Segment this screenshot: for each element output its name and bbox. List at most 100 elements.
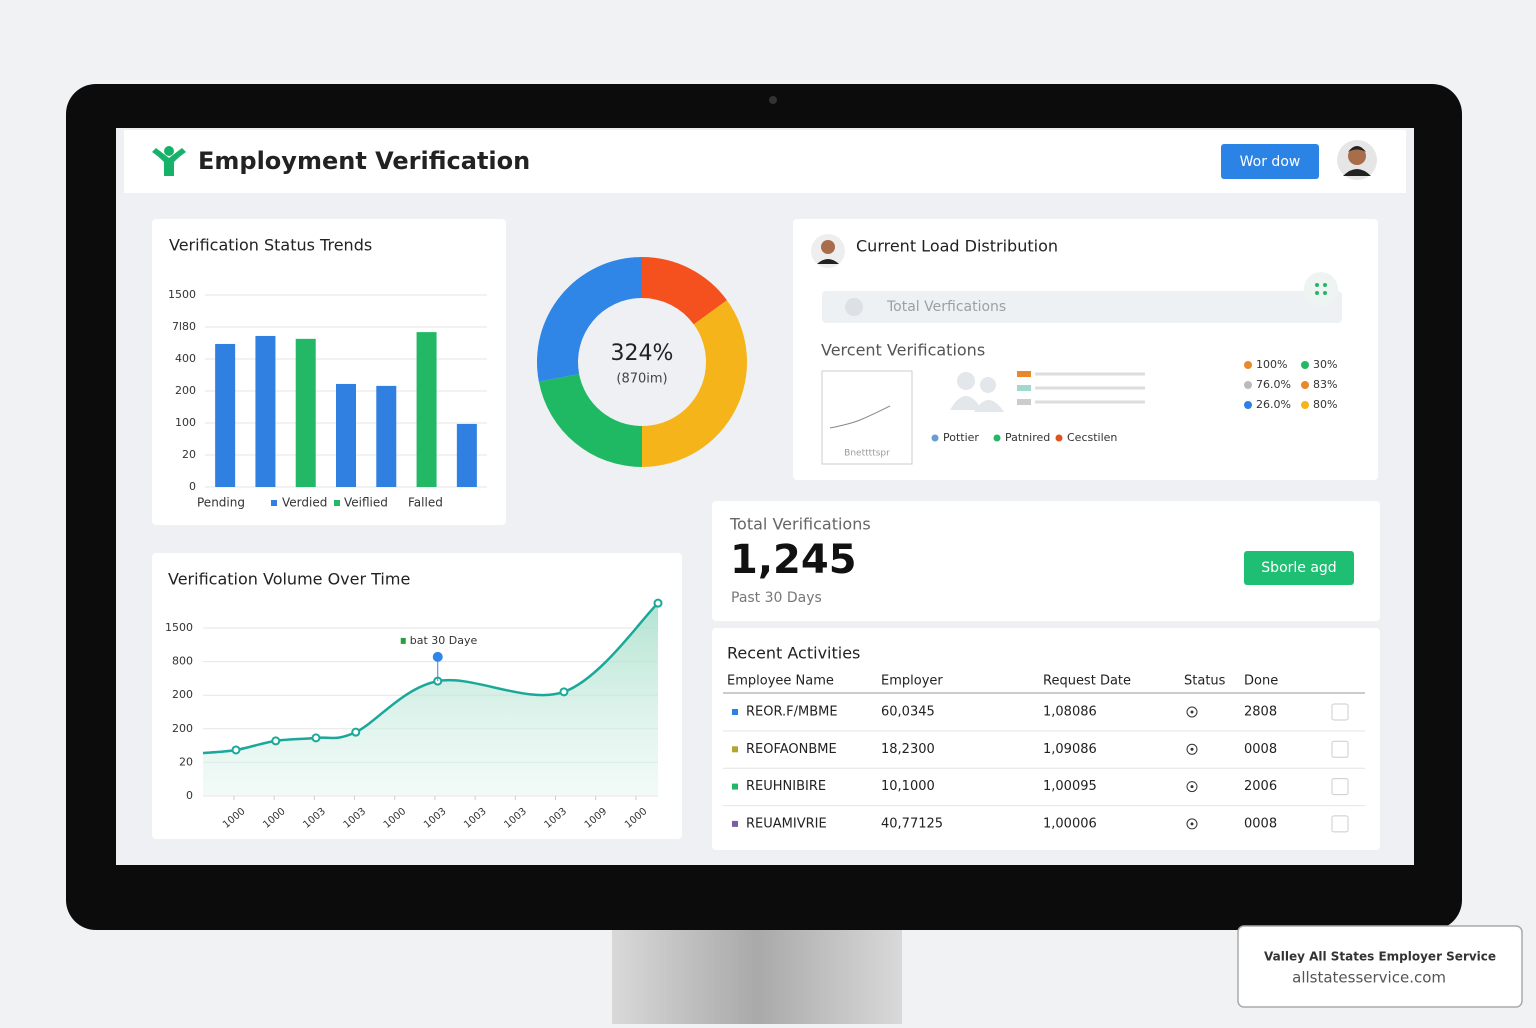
row-checkbox[interactable] <box>1331 815 1349 833</box>
donut-segment <box>642 257 727 325</box>
header-bar <box>124 130 1406 193</box>
status-icon <box>1186 818 1198 830</box>
column-header: Request Date <box>1043 674 1131 689</box>
donut-segment <box>537 257 642 382</box>
load-card <box>793 219 1378 480</box>
column-header: Status <box>1184 674 1226 689</box>
footer-badge <box>1237 925 1523 1008</box>
table-cell: 2006 <box>1244 779 1277 794</box>
y-tick-label: 7l80 <box>172 320 196 333</box>
table-cell: 10,1000 <box>881 779 935 794</box>
donut-segment <box>538 373 642 467</box>
bar <box>215 343 236 487</box>
x-label: Falled <box>408 496 443 510</box>
row-checkbox[interactable] <box>1331 740 1349 758</box>
legend-label: 26.0% <box>1256 398 1291 411</box>
total-value: 1,245 <box>730 537 857 583</box>
legend-label: 30% <box>1313 358 1337 371</box>
bar <box>255 335 276 487</box>
search-placeholder[interactable]: Total Verfications <box>886 299 1006 315</box>
legend-swatch <box>271 500 277 506</box>
legend-dot <box>993 434 1001 442</box>
company-name: Valley All States Employer Service <box>1264 950 1496 964</box>
total-card <box>712 501 1380 621</box>
y-tick-label: 100 <box>175 416 196 429</box>
donut-segment <box>642 300 748 467</box>
y-tick-label: 0 <box>189 480 196 493</box>
status-icon <box>1186 743 1198 755</box>
status-icon <box>1186 781 1198 793</box>
app-title: Employment Verification <box>198 147 530 175</box>
annotation-label: bat 30 Daye <box>410 634 478 647</box>
logo <box>152 146 186 176</box>
y-tick-label: 800 <box>172 655 193 668</box>
status-icon-dot <box>1190 822 1194 826</box>
card-title: Current Load Distribution <box>856 237 1058 256</box>
point <box>271 736 281 746</box>
table-cell: 1,00095 <box>1043 779 1097 794</box>
total-label: Total Verifications <box>729 515 871 534</box>
action-button-label[interactable]: Sborle agd <box>1261 560 1336 576</box>
bar <box>416 332 437 487</box>
load-avatar <box>811 234 845 268</box>
mini-chart-line <box>829 405 891 429</box>
legend-dot <box>1301 381 1309 389</box>
status-card <box>152 219 506 525</box>
x-label: Verdied <box>282 496 327 510</box>
status-icon-dot <box>1190 710 1194 714</box>
action-button[interactable] <box>1244 551 1354 585</box>
row-marker <box>732 709 738 715</box>
activities-card <box>712 628 1380 850</box>
y-tick-label: 200 <box>172 722 193 735</box>
status-icon-dot <box>1190 747 1194 751</box>
y-tick-label: 20 <box>182 448 196 461</box>
area <box>203 603 658 796</box>
row-marker <box>732 746 738 753</box>
point <box>311 733 321 743</box>
row-marker <box>732 820 738 827</box>
table-cell: REOR.F/MBME <box>746 705 838 720</box>
donut-center-label: (870im) <box>616 372 667 387</box>
table-cell: REUAMIVRIE <box>746 816 827 831</box>
status-icon <box>1186 706 1198 718</box>
legend-label: Pottier <box>943 431 979 444</box>
user-avatar[interactable] <box>1337 140 1377 180</box>
progress-bars <box>1017 371 1145 405</box>
row-checkbox[interactable] <box>1331 778 1349 796</box>
legend-dot <box>1055 434 1063 442</box>
bar <box>336 383 356 487</box>
section-title: Vercent Verifications <box>821 341 985 360</box>
x-label: Veiflied <box>344 496 388 510</box>
card-title: Recent Activities <box>727 644 860 663</box>
people-icon <box>950 372 1004 412</box>
header-button[interactable] <box>1221 144 1319 179</box>
table-cell: 0008 <box>1244 742 1277 757</box>
donut-center-value: 324% <box>611 341 674 366</box>
row-checkbox[interactable] <box>1331 703 1349 721</box>
header-button-label[interactable]: Wor dow <box>1240 154 1301 170</box>
table-cell: REOFAONBME <box>746 742 837 757</box>
column-header: Employee Name <box>727 674 834 689</box>
table-cell: 0008 <box>1244 816 1277 831</box>
bar <box>295 338 316 487</box>
table-cell: 60,0345 <box>881 705 935 720</box>
point <box>653 598 663 608</box>
y-tick-label: 200 <box>175 384 196 397</box>
legend-label: Patnired <box>1005 431 1050 444</box>
card-title: Verification Status Trends <box>169 236 372 255</box>
menu-button[interactable] <box>1304 272 1338 306</box>
legend-swatch <box>334 500 340 506</box>
column-header: Done <box>1244 674 1278 689</box>
legend-label: Cecstilen <box>1067 431 1117 444</box>
y-tick-label: 200 <box>172 688 193 701</box>
table-cell: 18,2300 <box>881 742 935 757</box>
legend-label: 76.0% <box>1256 378 1291 391</box>
search-field[interactable] <box>822 291 1342 323</box>
x-label: Pending <box>197 496 245 510</box>
table-cell: REUHNIBIRE <box>746 779 826 794</box>
legend-dot <box>931 434 939 442</box>
legend-label: 100% <box>1256 358 1287 371</box>
column-header: Employer <box>881 674 943 689</box>
table-cell: 1,00006 <box>1043 816 1097 831</box>
